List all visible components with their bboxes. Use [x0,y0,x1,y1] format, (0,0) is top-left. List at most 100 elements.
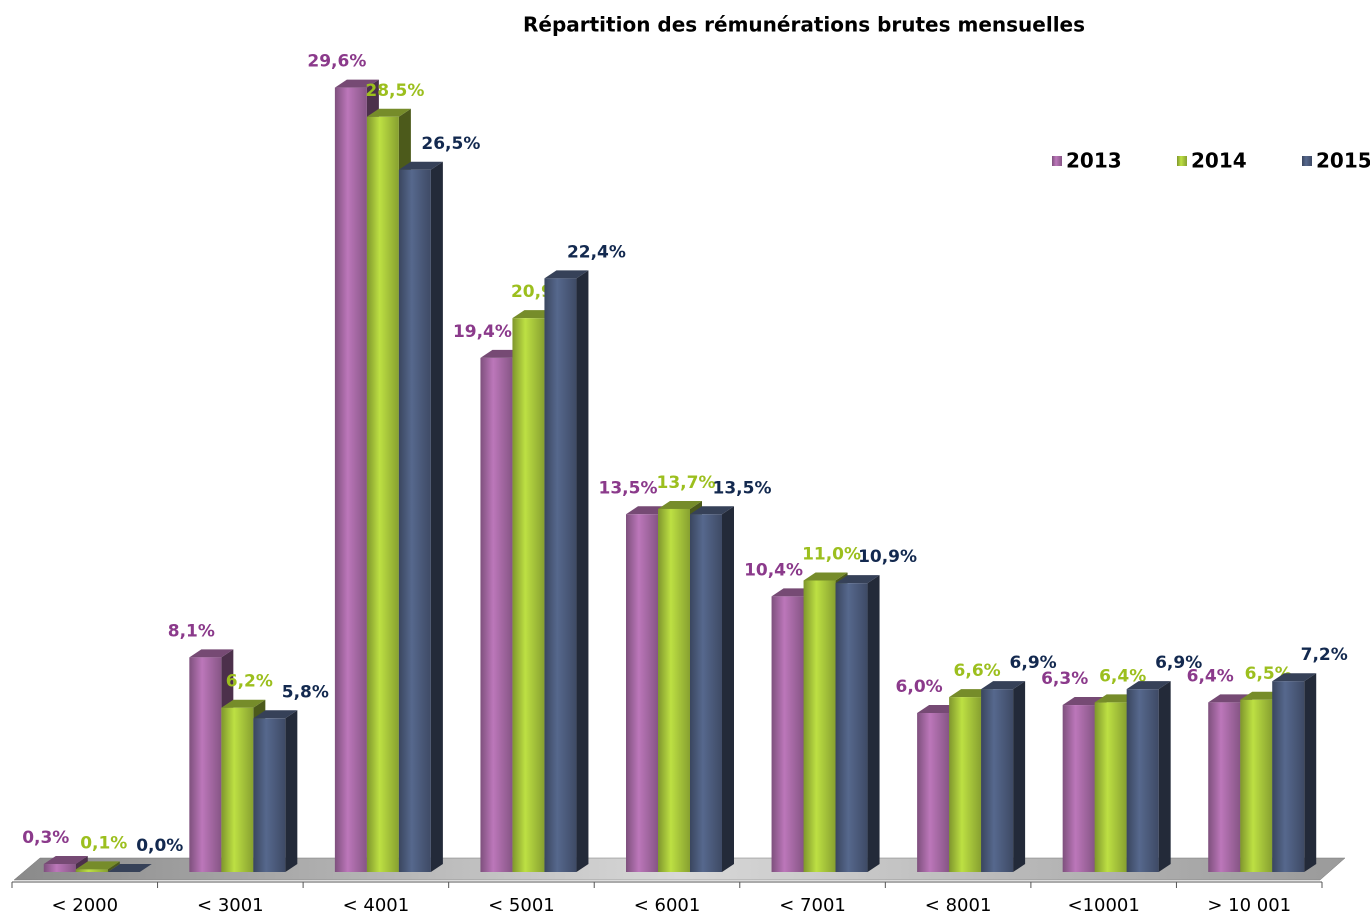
x-tick-label: < 7001 [779,895,846,916]
bar-front [1240,699,1273,872]
bar-top [334,79,379,88]
value-label: 13,5% [599,478,658,498]
value-label: 29,6% [307,52,366,72]
x-tick-label: < 2000 [51,895,118,916]
x-tick-label: < 3001 [197,895,264,916]
bar [981,681,1026,872]
bar [75,861,120,872]
value-label: 10,9% [858,547,917,567]
bar-front [690,514,722,872]
value-label: 13,7% [657,473,716,493]
bar-front [1062,705,1095,872]
x-tick-label: < 4001 [343,895,410,916]
bar-top [1272,673,1317,682]
bar [1126,681,1171,872]
bar-front [512,318,545,872]
bar-front [75,869,108,872]
bar-front [1272,681,1305,872]
value-label: 11,0% [802,545,861,565]
bar-front [544,278,577,872]
bar [398,161,443,872]
legend-swatch [1052,156,1062,166]
value-label: 7,2% [1301,645,1348,665]
value-label: 19,4% [453,322,512,342]
bar-top [658,500,702,509]
bar-front [1208,702,1241,872]
value-label: 6,3% [1041,669,1088,689]
bar-top [221,699,266,708]
x-tick-label: < 6001 [634,895,701,916]
bar-side [867,575,880,872]
bar [1272,673,1317,872]
legend-swatch [1302,156,1312,166]
x-tick-label: <10001 [1067,895,1139,916]
bar-side [285,710,298,872]
bar-front [658,508,690,872]
bar-front [626,514,658,872]
bar [253,710,298,872]
bar-front [43,864,76,872]
bar-top [1126,681,1171,690]
value-label: 28,5% [365,81,424,101]
value-label: 0,0% [136,836,183,856]
bar [690,506,734,872]
bar [835,575,880,872]
bar [544,270,589,872]
bar-side [576,270,589,872]
value-label: 0,1% [80,833,127,853]
value-label: 0,3% [22,828,69,848]
bar-side [1158,681,1171,872]
bar-top [835,575,880,584]
legend-label: 2013 [1066,149,1122,173]
bar-top [690,506,734,515]
value-label: 26,5% [421,134,480,154]
bar-front [1126,689,1159,872]
value-label: 22,4% [567,242,626,262]
bar-top [189,649,234,658]
bar [107,864,152,872]
bar-front [189,657,222,872]
bar-front [917,713,950,872]
value-label: 6,9% [1010,653,1057,673]
value-label: 13,5% [713,478,772,498]
bar-front [334,87,367,873]
value-label: 6,4% [1187,666,1234,686]
bar-side [430,161,443,872]
x-tick-label: < 5001 [488,895,555,916]
legend-swatch [1177,156,1187,166]
bar-top [43,856,88,865]
bar-side [722,506,734,872]
legend-label: 2014 [1191,149,1247,173]
bar-side [1304,673,1317,872]
bar-front [835,583,868,872]
bar-front [221,707,254,872]
bar-front [771,596,804,872]
bar-top [253,710,298,719]
value-label: 10,4% [744,560,803,580]
bar-front [398,169,431,872]
bar-top [981,681,1026,690]
bar-side [107,861,120,872]
chart-title: Répartition des rémunérations brutes men… [523,13,1085,37]
x-tick-label: < 8001 [925,895,992,916]
bar-top [803,572,848,581]
legend-label: 2015 [1316,149,1370,173]
bar-top [398,161,443,170]
bar-top [366,108,411,117]
value-label: 6,4% [1099,666,1146,686]
bar-top [107,864,152,872]
bar-front [803,580,836,872]
bar-top [75,861,120,870]
value-label: 8,1% [168,621,215,641]
value-label: 6,6% [954,661,1001,681]
bar-side [1013,681,1026,872]
bar-top [544,270,589,279]
bar-front [949,697,982,872]
bar-front [480,357,513,872]
x-tick-label: > 10 001 [1207,895,1291,916]
bar-front [253,718,286,872]
value-label: 6,9% [1155,653,1202,673]
value-label: 6,2% [226,672,273,692]
bar-front [981,689,1014,872]
